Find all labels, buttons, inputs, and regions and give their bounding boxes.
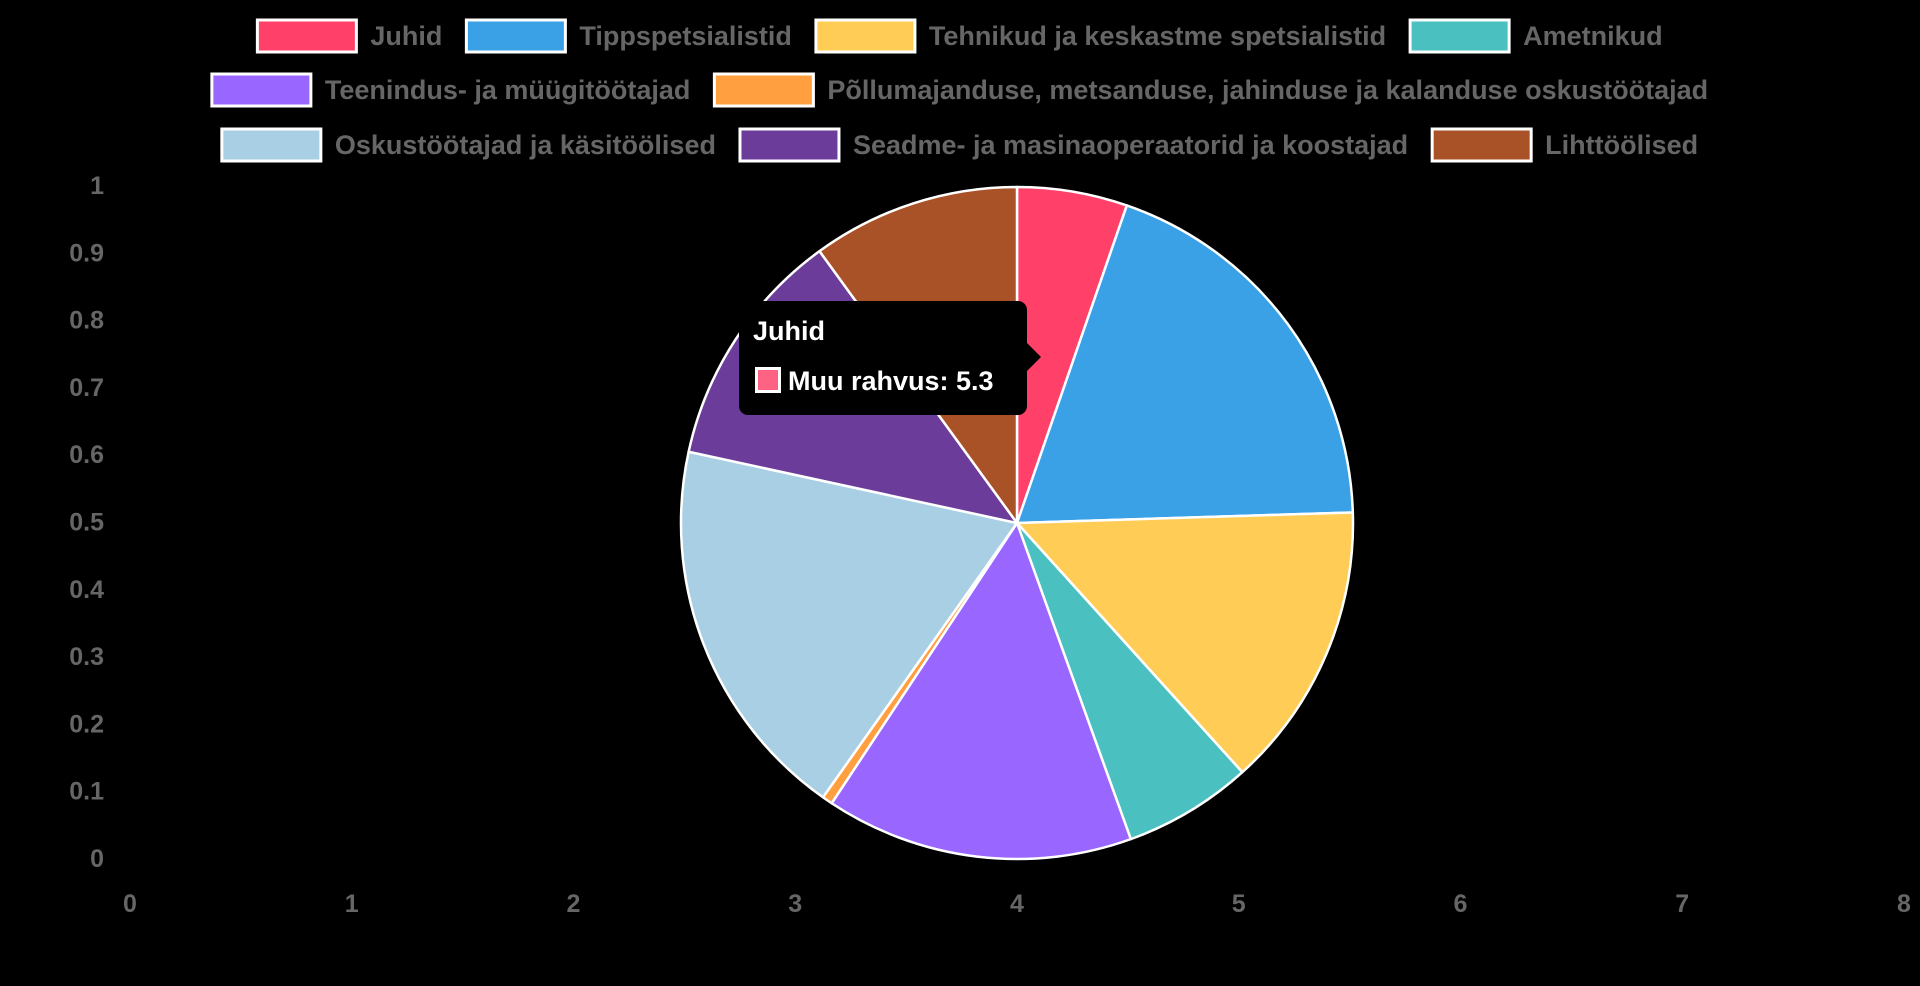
legend-item-juhid[interactable]: Juhid: [255, 18, 442, 54]
legend-label: Teenindus- ja müügitöötajad: [325, 75, 691, 105]
x-tick-label: 3: [788, 890, 802, 918]
legend-item-tippspetsialistid[interactable]: Tippspetsialistid: [464, 18, 792, 54]
pie-slice-ametnikud[interactable]: [1015, 521, 1244, 841]
tooltip: Juhid Muu rahvus: 5.3: [739, 301, 1041, 415]
y-tick-label: 0.8: [69, 307, 104, 335]
x-axis: 0 1 2 3 4 5 6 7 8: [123, 890, 1911, 918]
legend-item-oskustootajad-ja-kasitoolised[interactable]: Oskustöötajad ja käsitöölised: [220, 127, 716, 163]
legend-swatch: [814, 18, 917, 54]
pie-slice-teenindus-ja-muugitootajad[interactable]: [830, 521, 1133, 861]
y-tick-label: 0.2: [69, 710, 104, 738]
y-tick-label: 0.9: [69, 239, 104, 267]
x-tick-label: 5: [1232, 890, 1246, 918]
legend-swatch: [1408, 18, 1511, 54]
y-tick-label: 0.4: [69, 576, 104, 604]
legend-swatch: [1430, 127, 1533, 163]
legend-label: Ametnikud: [1523, 21, 1663, 51]
legend-item-teenindus-ja-muugitootajad[interactable]: Teenindus- ja müügitöötajad: [210, 72, 691, 108]
y-tick-label: 0.1: [69, 778, 104, 806]
y-tick-label: 0.5: [69, 509, 104, 537]
legend-label: Tippspetsialistid: [579, 21, 792, 51]
y-tick-label: 0.7: [69, 374, 104, 402]
legend-swatch: [210, 72, 313, 108]
x-tick-label: 1: [345, 890, 359, 918]
legend-label: Seadme- ja masinaoperaatorid ja koostaja…: [853, 130, 1408, 160]
y-tick-label: 0.6: [69, 441, 104, 469]
legend-label: Tehnikud ja keskastme spetsialistid: [929, 21, 1386, 51]
x-tick-label: 6: [1454, 890, 1468, 918]
legend-swatch: [220, 127, 323, 163]
y-axis: 0 0.1 0.2 0.3 0.4 0.5 0.6 0.7 0.8 0.9 1: [69, 172, 104, 873]
legend-item-tehnikud-ja-keskastme-spetsialistid[interactable]: Tehnikud ja keskastme spetsialistid: [814, 18, 1386, 54]
legend-item-seadme-ja-masinaoperaatorid-ja-koostajad[interactable]: Seadme- ja masinaoperaatorid ja koostaja…: [738, 127, 1408, 163]
x-tick-label: 0: [123, 890, 137, 918]
legend-label: Juhid: [370, 21, 442, 51]
legend-label: Põllumajanduse, metsanduse, jahinduse ja…: [827, 75, 1708, 105]
x-tick-label: 2: [567, 890, 581, 918]
legend-label: Lihttöölised: [1545, 130, 1698, 160]
pie-slice-tippspetsialistid[interactable]: [1015, 204, 1355, 525]
tooltip-label: Muu rahvus: 5.3: [788, 366, 994, 396]
x-tick-label: 7: [1675, 890, 1689, 918]
legend-label: Oskustöötajad ja käsitöölised: [335, 130, 716, 160]
legend-swatch: [464, 18, 567, 54]
tooltip-swatch: [755, 367, 781, 393]
legend-swatch: [255, 18, 358, 54]
legend-item-pollumajanduse-metsanduse-jahinduse-ja-kalanduse-oskustootajad[interactable]: Põllumajanduse, metsanduse, jahinduse ja…: [712, 72, 1708, 108]
legend-swatch: [738, 127, 841, 163]
x-tick-label: 4: [1010, 890, 1024, 918]
tooltip-arrow: [1027, 343, 1041, 371]
y-tick-label: 1: [90, 172, 104, 200]
legend: Juhid Tippspetsialistid Tehnikud ja keskas…: [210, 18, 1708, 163]
pie-slice-tehnikud-ja-keskastme-spetsialistid[interactable]: [1015, 511, 1355, 774]
x-tick-label: 8: [1897, 890, 1911, 918]
tooltip-title: Juhid: [753, 316, 825, 346]
pie: [679, 185, 1355, 861]
y-tick-label: 0: [90, 845, 104, 873]
legend-swatch: [712, 72, 815, 108]
legend-item-lihttoolised[interactable]: Lihttöölised: [1430, 127, 1698, 163]
legend-item-ametnikud[interactable]: Ametnikud: [1408, 18, 1663, 54]
pie-slice-oskustootajad-ja-kasitoolised[interactable]: [679, 450, 1019, 799]
y-tick-label: 0.3: [69, 643, 104, 671]
